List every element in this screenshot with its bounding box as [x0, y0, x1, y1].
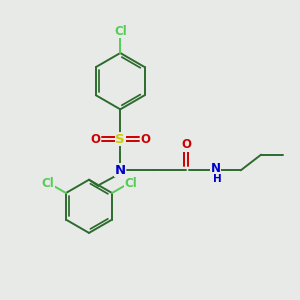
Text: S: S	[116, 133, 125, 146]
Text: O: O	[181, 138, 191, 151]
Text: N: N	[115, 164, 126, 177]
Text: O: O	[140, 133, 150, 146]
Text: O: O	[90, 133, 100, 146]
Text: Cl: Cl	[124, 177, 137, 190]
Text: Cl: Cl	[114, 25, 127, 38]
Text: Cl: Cl	[41, 177, 54, 190]
Text: H: H	[213, 174, 222, 184]
Text: N: N	[211, 162, 221, 175]
